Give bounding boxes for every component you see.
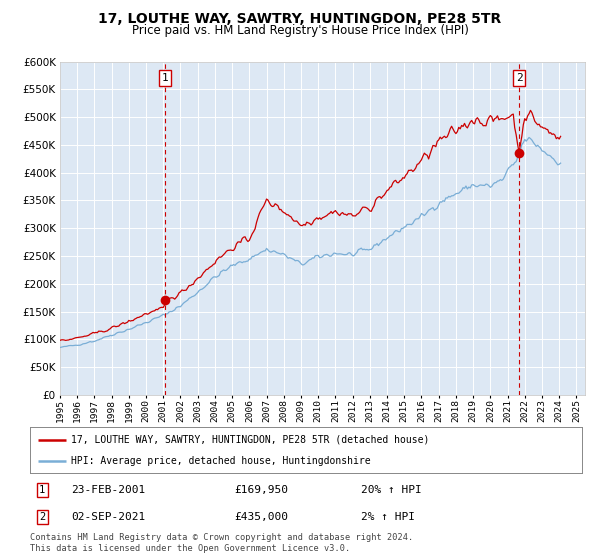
Text: 1: 1 — [39, 485, 45, 495]
Text: Contains HM Land Registry data © Crown copyright and database right 2024.
This d: Contains HM Land Registry data © Crown c… — [30, 533, 413, 553]
Text: 1: 1 — [162, 73, 169, 83]
Text: 20% ↑ HPI: 20% ↑ HPI — [361, 485, 422, 495]
Text: 02-SEP-2021: 02-SEP-2021 — [71, 512, 146, 522]
Text: Price paid vs. HM Land Registry's House Price Index (HPI): Price paid vs. HM Land Registry's House … — [131, 24, 469, 36]
Text: £435,000: £435,000 — [234, 512, 288, 522]
Text: HPI: Average price, detached house, Huntingdonshire: HPI: Average price, detached house, Hunt… — [71, 456, 371, 466]
Text: £169,950: £169,950 — [234, 485, 288, 495]
Text: 2: 2 — [39, 512, 45, 522]
Text: 23-FEB-2001: 23-FEB-2001 — [71, 485, 146, 495]
Text: 2: 2 — [515, 73, 523, 83]
Text: 17, LOUTHE WAY, SAWTRY, HUNTINGDON, PE28 5TR: 17, LOUTHE WAY, SAWTRY, HUNTINGDON, PE28… — [98, 12, 502, 26]
Text: 2% ↑ HPI: 2% ↑ HPI — [361, 512, 415, 522]
Text: 17, LOUTHE WAY, SAWTRY, HUNTINGDON, PE28 5TR (detached house): 17, LOUTHE WAY, SAWTRY, HUNTINGDON, PE28… — [71, 435, 430, 445]
